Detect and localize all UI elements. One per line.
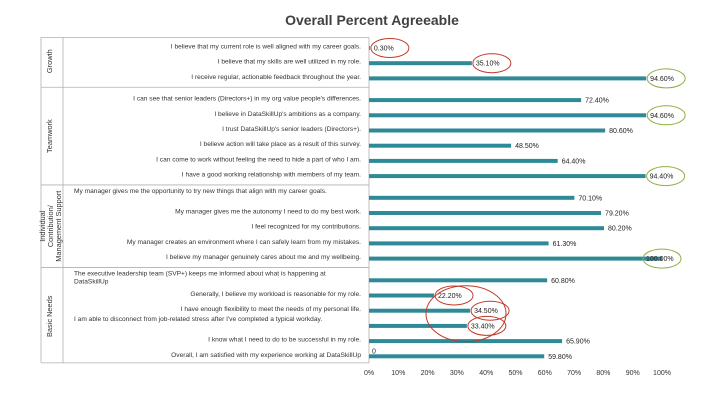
bar: [369, 211, 602, 215]
data-label: 0.30%: [374, 46, 394, 53]
bar: [369, 308, 471, 313]
data-label: 70.10%: [578, 195, 602, 202]
category-label: Overall, I am satisfied with my experien…: [171, 352, 361, 359]
bar: [369, 143, 512, 148]
bar: [369, 293, 435, 298]
category-label: I know what I need to do to be successfu…: [208, 337, 361, 344]
category-label: My manager gives me the opportunity to t…: [74, 188, 327, 195]
x-axis-ticks: 0% 10% 20% 30% 40% 50% 60% 70% 80% 90% 100%: [364, 370, 671, 377]
bar: [369, 174, 646, 179]
data-label: 94.60%: [650, 113, 674, 120]
category-label: I believe that my skills are well utiliz…: [218, 59, 361, 66]
x-tick-label: 10%: [391, 370, 405, 377]
data-labels: 0.30% 35.10% 94.60% 72.40% 94.60% 80.60% 48.50…: [374, 46, 674, 361]
x-tick-label: 60%: [538, 370, 552, 377]
category-label: My manager gives me the autonomy I need …: [175, 209, 361, 216]
data-label: 72.40%: [585, 98, 609, 105]
x-tick-label: 70%: [567, 370, 581, 377]
chart-title: Overall Percent Agreeable: [285, 12, 459, 28]
data-label: 94.40%: [650, 174, 674, 181]
data-label: 80.20%: [608, 226, 632, 233]
highlight-oval: [370, 38, 410, 58]
bar: [369, 354, 545, 359]
bar: [369, 158, 558, 163]
highlight-oval: [646, 166, 686, 187]
category-label: I am able to disconnect from job-related…: [74, 316, 322, 323]
highlight-oval: [467, 315, 507, 336]
bars: [369, 46, 662, 359]
category-label: I believe in DataSkillUp's ambitions as …: [214, 111, 361, 118]
category-label: I receive regular, actionable feedback t…: [191, 74, 361, 81]
data-label: 80.60%: [609, 128, 633, 135]
bar: [369, 98, 582, 103]
x-tick-label: 0%: [364, 370, 374, 377]
x-tick-label: 30%: [450, 370, 464, 377]
bar: [369, 241, 549, 246]
data-label: 64.40%: [562, 158, 586, 165]
x-tick-label: 20%: [421, 370, 435, 377]
category-label: I trust DataSkillUp's senior leaders (Di…: [222, 126, 361, 133]
bar: [369, 339, 563, 344]
x-tick-label: 90%: [626, 370, 640, 377]
bar: [369, 61, 472, 66]
group-label: Basic Needs: [45, 295, 54, 337]
category-label: I believe action will take place as a re…: [200, 141, 361, 148]
bar: [369, 128, 606, 133]
bar: [369, 256, 662, 261]
x-tick-label: 100%: [653, 370, 671, 377]
data-label: 79.20%: [605, 211, 629, 218]
category-label: Generally, I believe my workload is reas…: [190, 291, 361, 298]
category-frame: [40, 37, 370, 364]
category-label: I feel recognized for my contributions.: [251, 224, 361, 231]
data-label: 59.80%: [548, 354, 572, 361]
category-label: The executive leadership team (SVP+) kee…: [74, 270, 326, 285]
data-label: 33.40%: [471, 323, 495, 330]
bar: [369, 76, 647, 81]
category-label: I believe that my current role is well a…: [171, 44, 361, 51]
bar: [369, 323, 467, 328]
data-label: 22.20%: [438, 293, 462, 300]
bar: [369, 226, 604, 231]
group-labels: Growth Teamwork IndividualContribution/Man…: [38, 49, 63, 337]
category-labels: I believe that my current role is well a…: [74, 44, 361, 359]
bar: [369, 195, 575, 200]
highlight-oval: [472, 53, 512, 74]
data-label: 94.60%: [650, 76, 674, 83]
annotation-zero: 0: [372, 348, 376, 355]
data-label: 60.80%: [551, 278, 575, 285]
group-label: Teamwork: [45, 119, 54, 153]
category-label: I believe my manager genuinely cares abo…: [166, 254, 361, 261]
category-label: I can see that senior leaders (Directors…: [133, 96, 361, 103]
bar: [369, 278, 548, 283]
category-label: I have enough flexibility to meet the ne…: [181, 306, 362, 313]
highlight-oval: [646, 105, 686, 126]
category-label: I have a good working relationship with …: [182, 172, 361, 179]
data-label: 100.00%: [646, 256, 674, 263]
x-tick-label: 50%: [508, 370, 522, 377]
data-label: 34.50%: [474, 308, 498, 315]
category-label: I can come to work without feeling the n…: [156, 156, 361, 163]
highlight-oval: [642, 248, 682, 269]
highlight-oval: [470, 300, 510, 321]
highlight-ovals: [370, 38, 686, 343]
group-label: IndividualContribution/Management Suppor…: [38, 191, 63, 262]
bar: [369, 46, 370, 50]
highlight-oval-basic-needs: [425, 285, 507, 343]
x-tick-label: 40%: [479, 370, 493, 377]
group-label: Growth: [45, 49, 54, 73]
category-label: My manager creates an environment where …: [127, 239, 361, 246]
data-label: 65.90%: [566, 339, 590, 346]
x-tick-label: 80%: [596, 370, 610, 377]
highlight-oval: [646, 68, 686, 89]
data-label: 61.30%: [553, 241, 577, 248]
data-label: 35.10%: [476, 61, 500, 68]
data-label: 48.50%: [515, 143, 539, 150]
bar: [369, 113, 647, 118]
